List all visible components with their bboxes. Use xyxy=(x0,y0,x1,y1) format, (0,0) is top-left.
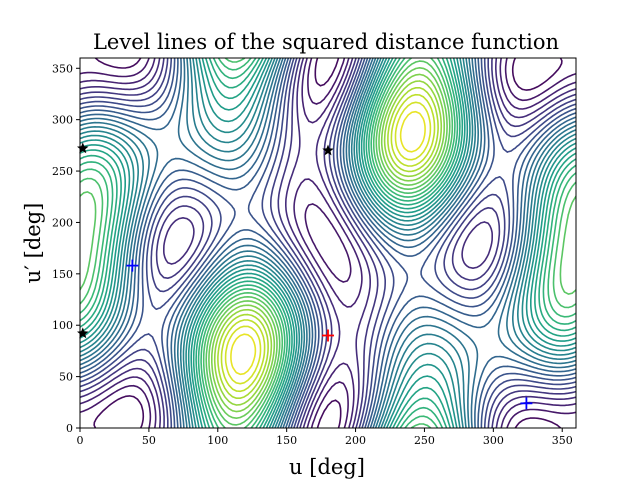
y-tick-label: 50 xyxy=(59,371,73,384)
contour-level xyxy=(93,58,563,428)
contour-level xyxy=(211,73,445,413)
x-tick-label: 0 xyxy=(77,434,84,447)
x-tick-label: 300 xyxy=(483,434,504,447)
y-tick-label: 250 xyxy=(52,165,73,178)
y-axis: 0 50 100 150 200 250 300 350 xyxy=(52,62,80,435)
contour-level xyxy=(217,87,439,399)
marker-layer xyxy=(77,142,533,410)
plus-marker xyxy=(520,397,533,410)
contour-lines xyxy=(80,58,576,428)
y-tick-label: 150 xyxy=(52,268,73,281)
contour-level xyxy=(80,58,576,428)
contour-level xyxy=(80,58,576,428)
star-marker xyxy=(77,327,89,339)
contour-level xyxy=(80,58,576,428)
y-tick-label: 200 xyxy=(52,216,73,229)
x-tick-label: 350 xyxy=(552,434,573,447)
contour-level xyxy=(80,58,576,428)
contour-level xyxy=(80,58,576,428)
y-axis-label: u′ [deg] xyxy=(21,203,45,284)
x-tick-label: 100 xyxy=(207,434,228,447)
contour-level xyxy=(80,58,576,428)
x-tick-label: 200 xyxy=(345,434,366,447)
contour-level xyxy=(80,58,576,428)
plus-marker xyxy=(126,259,139,272)
x-tick-label: 150 xyxy=(276,434,297,447)
x-tick-label: 250 xyxy=(414,434,435,447)
contour-level xyxy=(80,58,576,428)
x-axis-label: u [deg] xyxy=(289,455,365,479)
y-tick-label: 100 xyxy=(52,319,73,332)
star-marker xyxy=(77,142,89,154)
contour-level xyxy=(80,58,576,428)
chart-title: Level lines of the squared distance func… xyxy=(93,30,559,54)
contour-level xyxy=(80,58,576,428)
contour-level xyxy=(80,58,576,428)
contour-level xyxy=(80,60,576,426)
plot-frame xyxy=(79,57,577,429)
contour-level xyxy=(80,58,576,428)
contour-level xyxy=(80,58,576,428)
y-tick-label: 0 xyxy=(66,422,73,435)
contour-level xyxy=(80,58,576,428)
contour-level xyxy=(80,58,576,428)
x-tick-label: 50 xyxy=(142,434,156,447)
contour-level xyxy=(230,110,426,376)
contour-level xyxy=(208,67,448,419)
star-marker xyxy=(322,144,334,156)
x-axis: 0 50 100 150 200 250 300 350 xyxy=(77,428,573,447)
y-tick-label: 350 xyxy=(52,62,73,75)
plus-marker xyxy=(322,329,334,342)
contour-level xyxy=(80,58,576,428)
contour-level xyxy=(80,58,576,428)
contour-level xyxy=(213,80,443,406)
contour-level xyxy=(220,93,436,393)
contour-level xyxy=(80,58,576,428)
contour-level xyxy=(224,101,432,385)
contour-level xyxy=(80,58,576,428)
y-tick-label: 300 xyxy=(52,114,73,127)
contour-level xyxy=(80,58,576,428)
contour-level xyxy=(80,58,576,428)
